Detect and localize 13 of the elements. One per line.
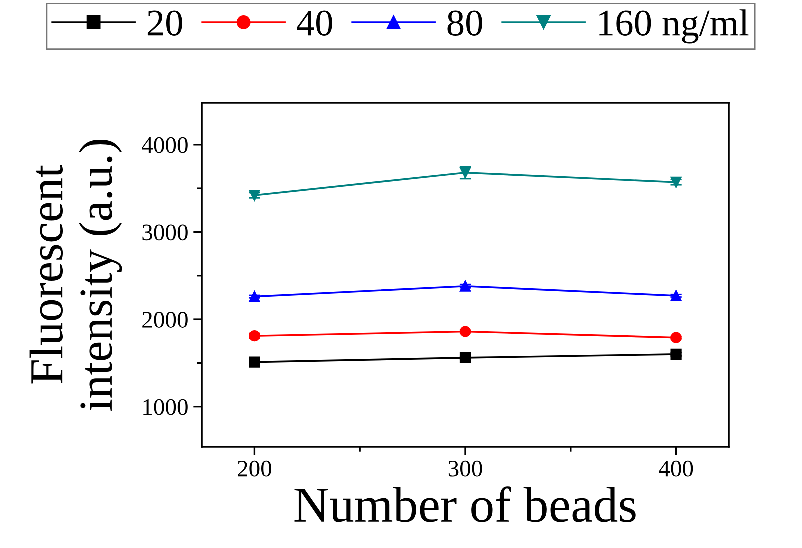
x-tick-label: 300 xyxy=(448,460,482,477)
legend-label: 80 xyxy=(448,10,482,36)
x-tick-label: 400 xyxy=(659,460,694,477)
x-axis-title: Number of beads xyxy=(294,486,636,522)
y-tick-label: 3000 xyxy=(142,224,188,241)
legend-label: 20 xyxy=(148,10,182,36)
y-tick-label: 4000 xyxy=(142,137,188,154)
y-axis-title: Fluorescent intensity (a.u.) xyxy=(30,140,122,412)
legend-label: 40 xyxy=(297,10,332,36)
legend-label: 160 ng/ml xyxy=(600,10,749,44)
y-tick-label: 1000 xyxy=(144,399,188,416)
y-tick-label: 2000 xyxy=(142,312,188,328)
x-tick-label: 200 xyxy=(238,460,272,477)
